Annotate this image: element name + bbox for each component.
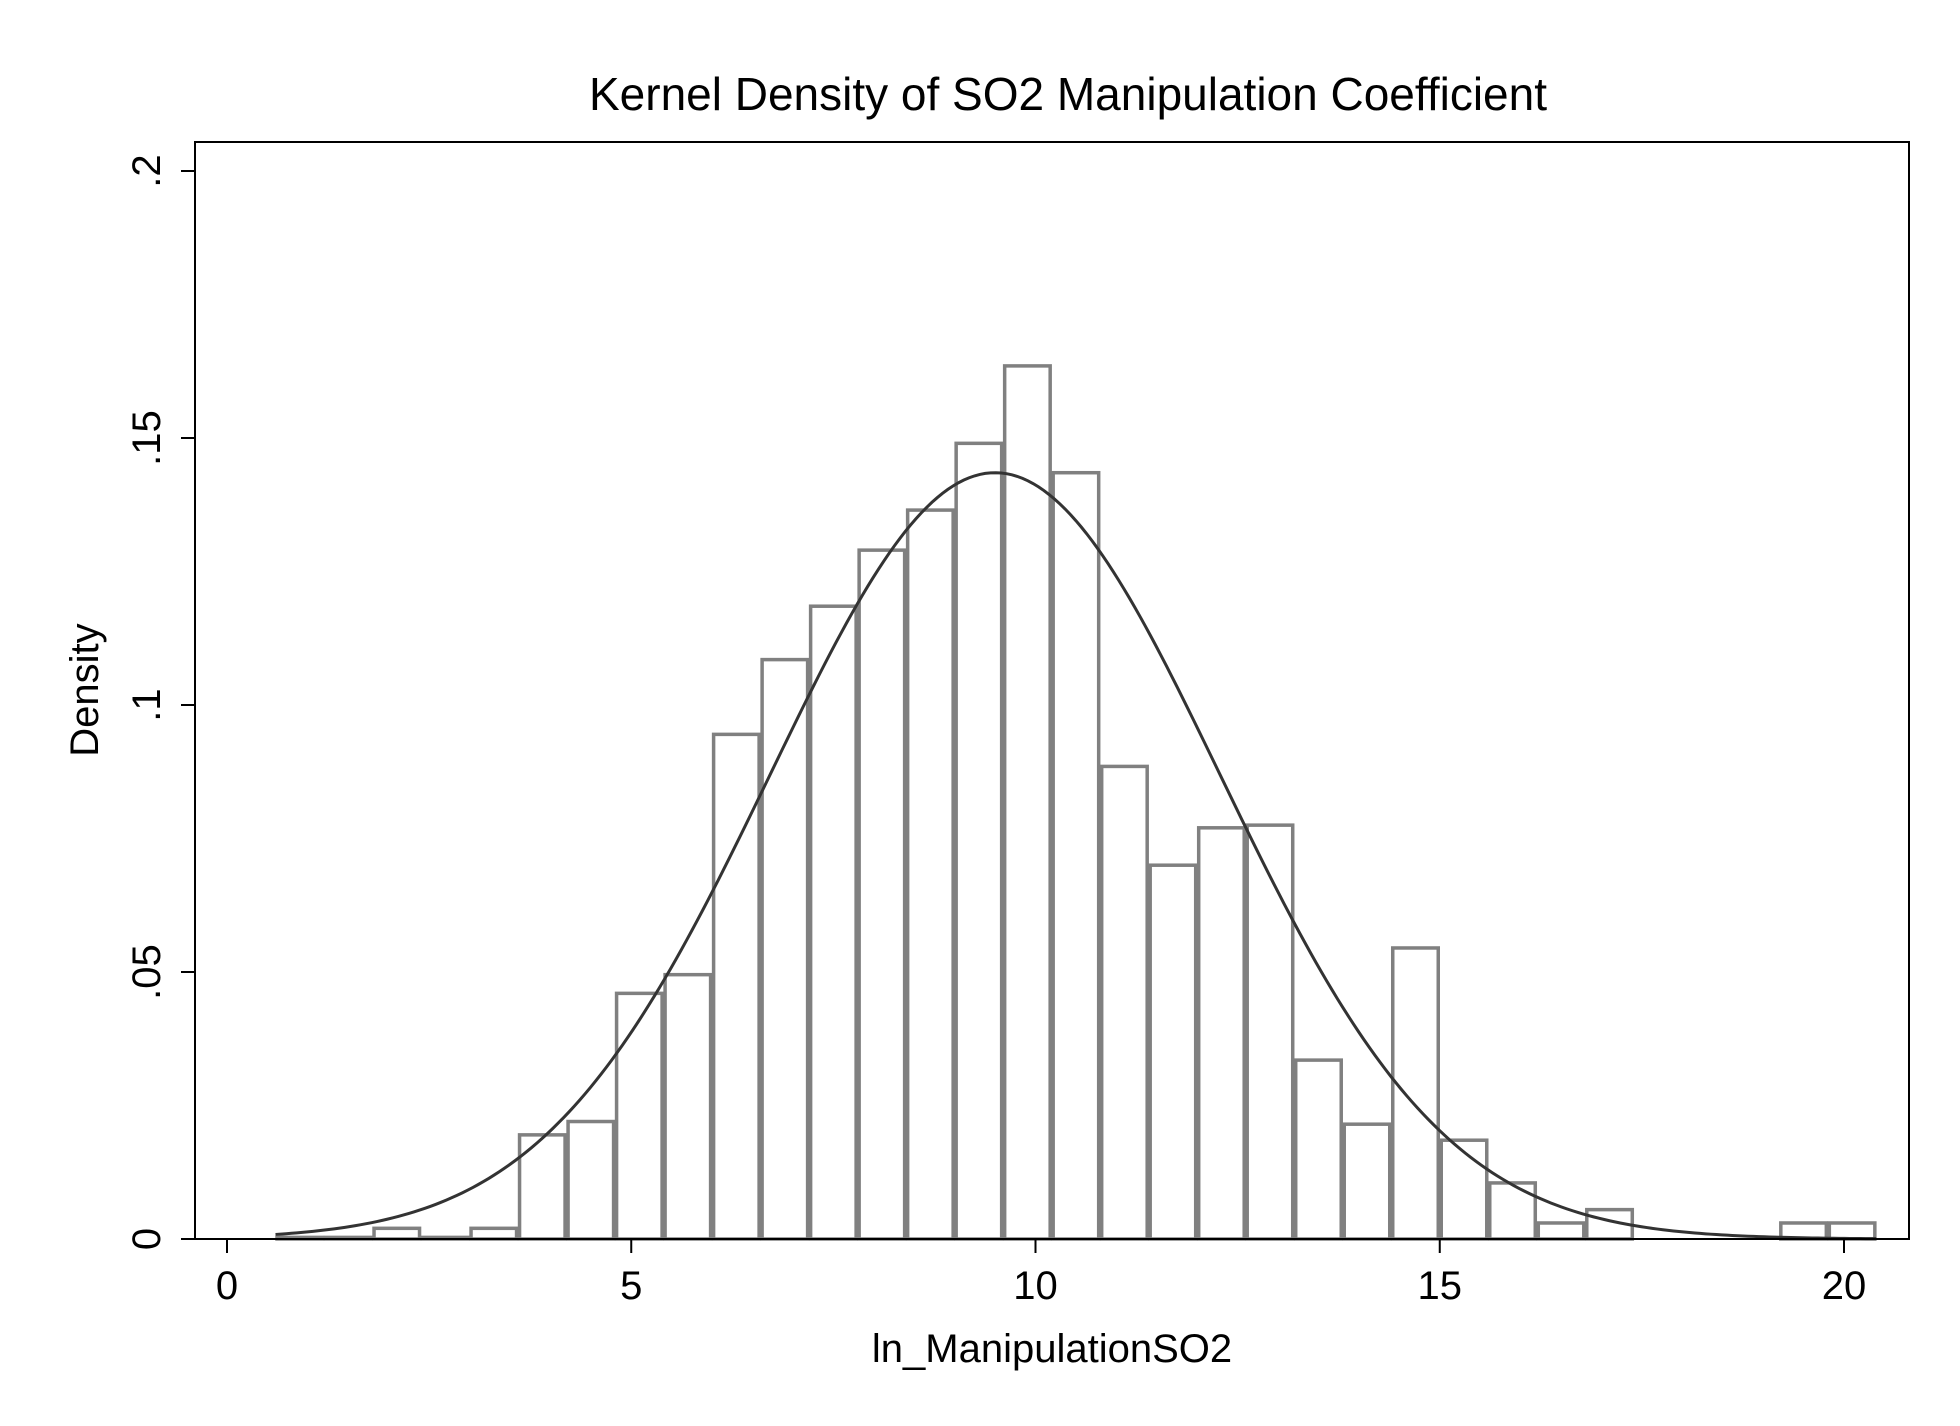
y-tick-label: 0 — [125, 1228, 169, 1250]
y-tick-label: .1 — [125, 688, 169, 721]
x-tick-label: 15 — [1418, 1264, 1463, 1308]
x-tick-label: 5 — [620, 1264, 642, 1308]
density-curve — [275, 471, 1877, 1241]
histogram-bars — [275, 364, 1877, 1241]
y-axis-ticks: 0 .05 .1 .15 .2 — [125, 154, 195, 1250]
histogram-bar — [1293, 1058, 1343, 1241]
x-tick-label: 0 — [216, 1264, 238, 1308]
x-tick-label: 20 — [1822, 1264, 1867, 1308]
chart-title: Kernel Density of SO2 Manipulation Coeff… — [589, 68, 1547, 120]
histogram-bar — [1148, 863, 1198, 1241]
histogram-bar — [1245, 823, 1295, 1241]
y-tick-label: .2 — [125, 154, 169, 187]
histogram-bar — [1488, 1181, 1538, 1241]
histogram-bar — [372, 1226, 422, 1241]
density-curve-layer — [275, 471, 1877, 1241]
histogram-bar — [614, 991, 664, 1241]
y-tick-label: .15 — [125, 410, 169, 466]
histogram-bar — [808, 604, 858, 1241]
histogram-bar — [469, 1226, 519, 1241]
histogram-bar — [566, 1119, 616, 1241]
histogram-bar — [663, 972, 713, 1241]
histogram-bar — [760, 657, 810, 1241]
x-tick-label: 10 — [1013, 1264, 1058, 1308]
x-axis-label: ln_ManipulationSO2 — [872, 1327, 1232, 1371]
histogram-bar — [1099, 764, 1149, 1241]
histogram-bar — [1002, 364, 1052, 1241]
histogram-bar — [1536, 1221, 1586, 1241]
histogram-bar — [1051, 470, 1101, 1241]
histogram-bar — [905, 508, 955, 1241]
histogram-bar — [1390, 946, 1440, 1241]
histogram-bar — [1196, 826, 1246, 1241]
histogram-bar — [954, 441, 1004, 1241]
histogram-bar — [1827, 1221, 1877, 1241]
histogram-bar — [857, 548, 907, 1241]
histogram-bar — [1342, 1122, 1392, 1241]
histogram-bar — [711, 732, 761, 1241]
y-axis-label: Density — [63, 623, 107, 756]
y-tick-label: .05 — [125, 944, 169, 1000]
histogram-bar — [1439, 1138, 1489, 1241]
x-axis-ticks: 0 5 10 15 20 — [216, 1239, 1866, 1308]
